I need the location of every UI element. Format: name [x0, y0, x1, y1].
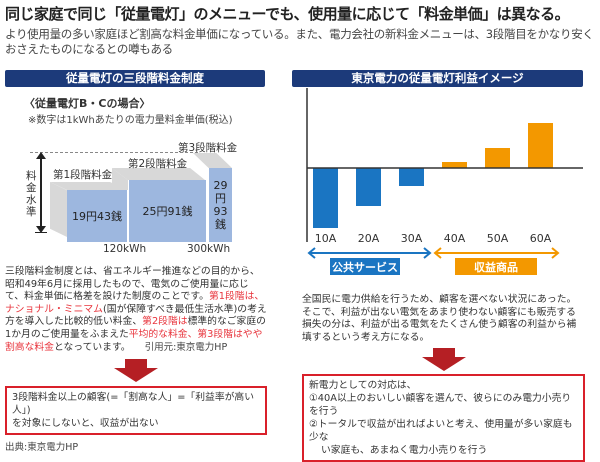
box-line: ①40A以上のおいしい顧客を選んで、彼らにのみ電力小売りを行う: [309, 393, 572, 418]
left-conclusion-box: 3段階料金以上の顧客(=「割高な人」=「利益率が高い人」) を対象にしないと、収…: [5, 386, 267, 436]
unit-note: ※数字は1kWhあたりの電力量料金単価(税込): [28, 115, 233, 126]
group-label: 公共サービス: [332, 260, 398, 274]
group-label: 収益商品: [474, 260, 518, 274]
box-line: 新電力としての対応は、: [309, 380, 417, 392]
bar-40A: [442, 162, 467, 168]
dashed-line: [30, 152, 198, 153]
tier3-price-2: 93銭: [213, 205, 228, 231]
arrow-up-icon: [36, 152, 46, 159]
tier-explanation: 三段階料金制度とは、省エネルギー推進などの目的から、昭和49年6月に採用したもの…: [5, 266, 267, 354]
tier3-block: 29円 93銭: [209, 168, 232, 242]
text-segment: (国が保障すべき最低生活水準)の考え方を導入した比較的低い料金、: [5, 303, 267, 328]
tier2-price: 25円91銭: [142, 204, 193, 218]
box-line: ②トータルで収益が出ればよいと考え、使用量が多い家庭も少な: [309, 419, 573, 444]
text-segment: 平均的な料金、第3段階はやや割高な料金: [5, 328, 263, 353]
bar-10A: [313, 168, 338, 228]
arrow-right-icon: [551, 247, 560, 259]
arrow-right-icon: [423, 247, 432, 259]
subtitle-line-1: より使用量の多い家庭ほど割高な料金単価になっている。また、電力会社の新料金メニュ…: [5, 27, 594, 41]
tick-label: 50A: [487, 232, 509, 245]
right-conclusion-box: 新電力としての対応は、 ①40A以上のおいしい顧客を選んで、彼らにのみ電力小売り…: [302, 374, 585, 462]
conclusion-line: を対象にしないと、収益が出ない: [12, 418, 159, 430]
bar-20A: [356, 168, 381, 206]
threshold-300: 300kWh: [187, 243, 231, 255]
tier3-price-1: 29円: [213, 179, 228, 205]
down-arrow-icon: [302, 348, 585, 372]
tier2-top: [112, 168, 205, 180]
source: 出典:東京電力HP: [5, 442, 79, 454]
left-section-title: 従量電灯の三段階料金制度: [5, 70, 265, 87]
right-explanation: 全国民に電力供給を行うため、顧客を選べない状況にあった。そこで、利益が出ない電気…: [302, 294, 577, 343]
tier2-label: 第2段階料金: [128, 158, 188, 170]
text-segment: となっています。: [53, 341, 131, 353]
down-arrow-icon: [5, 359, 267, 383]
page-title: 同じ家庭で同じ「従量電灯」のメニューでも、使用量に応じて「料金単価」は異なる。: [5, 5, 570, 23]
bar-60A: [528, 123, 553, 168]
citation: 引用元:東京電力HP: [144, 341, 228, 353]
tick-label: 20A: [358, 232, 380, 245]
group-tag-0: [330, 258, 400, 275]
text-segment: 三段階料金制度とは、省エネルギー推進などの目的から、昭和49年6月に採用したもの…: [5, 266, 260, 303]
bar-30A: [399, 168, 424, 186]
tier1-block: 19円43銭: [67, 190, 127, 242]
subtitle-line-2: おさえたものになるとの噂もある: [5, 42, 173, 56]
right-text-column: 全国民に電力供給を行うため、顧客を選べない状況にあった。そこで、利益が出ない電気…: [302, 294, 585, 462]
threshold-120: 120kWh: [103, 243, 147, 255]
conclusion-line: 3段階料金以上の顧客(=「割高な人」=「利益率が高い人」): [12, 392, 255, 417]
tier3-label: 第3段階料金: [178, 142, 238, 154]
tier3-top: [193, 153, 232, 168]
tick-label: 40A: [444, 232, 466, 245]
tick-label: 30A: [401, 232, 423, 245]
profit-chart: 10A 20A 30A 40A 50A 60A 公共サービス 収益商品: [306, 88, 583, 275]
case-title: 〈従量電灯B・Cの場合〉: [24, 97, 151, 110]
tick-label: 10A: [315, 232, 337, 245]
tier1-label: 第1段階料金: [53, 169, 113, 181]
arrow-left-icon: [307, 247, 316, 259]
tier1-price: 19円43銭: [72, 209, 122, 223]
text-segment: 第2段階は: [142, 316, 188, 328]
tier2-block: 25円91銭: [129, 180, 206, 242]
group-tag-1: [455, 258, 537, 275]
arrow-left-icon: [433, 247, 442, 259]
arrow-down-icon: [36, 226, 46, 233]
arrow-base: [35, 232, 47, 233]
right-section-title: 東京電力の従量電灯利益イメージ: [292, 70, 583, 87]
tick-label: 60A: [530, 232, 552, 245]
left-text-column: 三段階料金制度とは、省エネルギー推進などの目的から、昭和49年6月に採用したもの…: [5, 266, 267, 453]
tier1-side: [50, 182, 67, 237]
text-segment: 標準的なご家庭の1か月のご使用量をふまえた: [5, 316, 266, 340]
bar-50A: [485, 148, 510, 168]
text-segment: 第1段階は、ナショナル・ミニマム: [5, 291, 265, 315]
axis-label: 料金水準: [26, 170, 37, 218]
level-arrow: [40, 155, 42, 231]
tier1-top: [50, 182, 127, 190]
